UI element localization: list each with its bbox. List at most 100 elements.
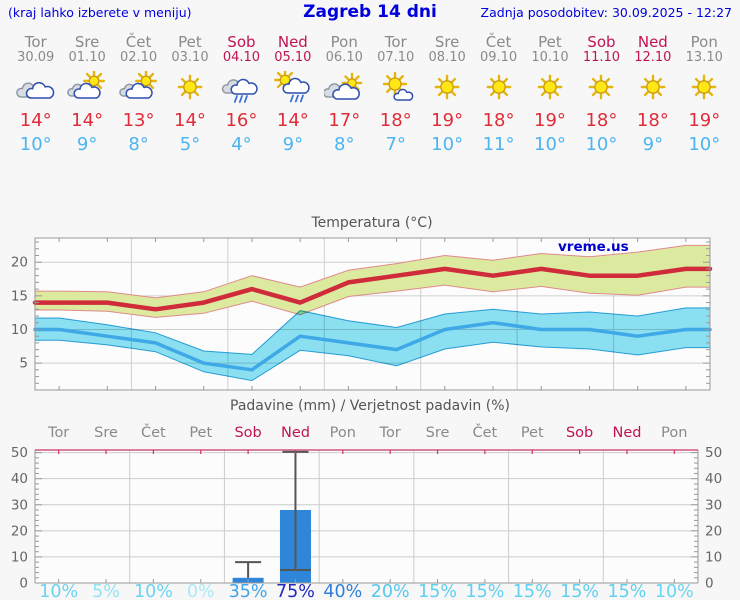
day-column-sre-08-10[interactable]: Sre 08.10 19° 10° xyxy=(421,31,472,169)
day-column-pon-13-10[interactable]: Pon 13.10 19° 10° xyxy=(679,31,730,169)
day-date: 03.10 xyxy=(171,50,209,66)
precip-day-label: Ned xyxy=(612,425,641,441)
day-column-ned-12-10[interactable]: Ned 12.10 18° 9° xyxy=(627,31,678,169)
day-date: 11.10 xyxy=(582,50,621,66)
day-column-sob-11-10[interactable]: Sob 11.10 18° 10° xyxy=(576,31,627,169)
precip-probability: 15% xyxy=(560,582,599,600)
day-name: Pet xyxy=(178,33,202,51)
min-temperature: 10° xyxy=(585,134,618,156)
max-temperature: 19° xyxy=(534,109,566,131)
weather-icon-partly-sunny xyxy=(118,70,157,99)
weather-icon-mostly-cloudy xyxy=(324,72,363,100)
day-column-sre-01-10[interactable]: Sre 01.10 14° 9° xyxy=(61,31,112,169)
precip-y-tick-label-right: 30 xyxy=(705,497,722,513)
day-date: 05.10 xyxy=(274,50,312,66)
precip-probability: 0% xyxy=(187,582,215,600)
precip-probability: 10% xyxy=(39,582,78,600)
page-title: Zagreb 14 dni xyxy=(303,2,437,22)
weather-icon-sunny xyxy=(486,74,511,99)
weather-icon-partly-sunny xyxy=(67,70,106,99)
precip-day-label: Pet xyxy=(521,425,544,441)
precip-day-label: Tor xyxy=(379,425,401,441)
precip-probability: 15% xyxy=(465,582,504,600)
min-temperature: 10° xyxy=(534,134,566,156)
min-temperature: 4° xyxy=(231,134,252,156)
max-temperature: 18° xyxy=(482,109,515,131)
precip-y-tick-label-left: 10 xyxy=(11,549,28,565)
max-temperature: 18° xyxy=(585,109,618,131)
weather-icon-sunny xyxy=(589,74,614,99)
precip-day-label: Čet xyxy=(473,423,498,441)
min-temperature: 5° xyxy=(179,134,201,156)
day-column-pet-10-10[interactable]: Pet 10.10 19° 10° xyxy=(524,31,575,169)
min-temperature: 11° xyxy=(482,134,515,156)
day-date: 07.10 xyxy=(377,50,415,66)
min-temperature: 8° xyxy=(334,134,355,156)
min-temperature: 9° xyxy=(282,134,304,156)
band-max-range xyxy=(35,245,710,318)
temperature-plot: 5 10 15 20 xyxy=(11,237,713,391)
day-column-sob-04-10[interactable]: Sob 04.10 16° 4° xyxy=(216,31,267,169)
precip-day-label: Ned xyxy=(281,425,310,441)
day-name: Ned xyxy=(277,33,308,51)
precip-day-label: Čet xyxy=(141,423,166,441)
day-column-pet-03-10[interactable]: Pet 03.10 14° 5° xyxy=(164,31,215,169)
min-temperature: 9° xyxy=(642,134,664,156)
precip-y-tick-label-right: 0 xyxy=(705,576,714,592)
precip-day-label: Sre xyxy=(94,425,118,441)
temp-y-tick-label: 15 xyxy=(11,288,28,304)
min-temperature: 10° xyxy=(431,134,464,156)
precip-probability: 15% xyxy=(608,582,647,600)
precipitation-plot: Tor Sre Čet Pet Sob Ned Pon Tor Sre Čet Pet Sob Ned P… xyxy=(11,423,722,600)
day-name: Sob xyxy=(587,33,616,51)
precip-day-label: Sob xyxy=(566,425,593,441)
day-date: 30.09 xyxy=(17,50,55,66)
min-temperature: 10° xyxy=(19,134,52,156)
day-column-čet-09-10[interactable]: Čet 09.10 18° 11° xyxy=(473,31,524,169)
max-temperature: 14° xyxy=(19,109,52,131)
precip-day-label: Sre xyxy=(426,425,450,441)
day-name: Sre xyxy=(434,33,460,51)
day-name: Pon xyxy=(330,33,358,51)
weather-icon-sunny xyxy=(691,74,717,99)
day-name: Čet xyxy=(125,33,152,51)
day-name: Sob xyxy=(227,33,256,51)
day-column-tor-07-10[interactable]: Tor 07.10 18° 7° xyxy=(370,31,421,169)
precip-probability: 10% xyxy=(655,582,694,600)
min-temperature: 10° xyxy=(688,134,721,156)
day-column-čet-02-10[interactable]: Čet 02.10 13° 8° xyxy=(113,31,164,169)
precip-probability: 15% xyxy=(418,582,457,600)
weather-icon-sun-rain xyxy=(273,70,310,102)
watermark[interactable]: vreme.us xyxy=(558,239,629,255)
max-temperature: 18° xyxy=(636,109,669,131)
day-name: Ned xyxy=(637,33,668,51)
precip-y-tick-label-left: 30 xyxy=(11,497,28,513)
precip-y-tick-label-right: 20 xyxy=(705,523,722,539)
day-name: Tor xyxy=(24,33,47,51)
precip-probability: 20% xyxy=(371,582,410,600)
menu-hint[interactable]: (kraj lahko izberete v meniju) xyxy=(8,5,192,20)
day-column-ned-05-10[interactable]: Ned 05.10 14° 9° xyxy=(267,31,318,169)
weather-icon-sunny xyxy=(537,74,563,99)
max-temperature: 14° xyxy=(174,109,206,131)
max-temperature: 17° xyxy=(328,109,361,131)
precip-probability: 35% xyxy=(229,582,268,600)
day-name: Sre xyxy=(74,33,100,51)
precip-y-tick-label-right: 10 xyxy=(705,549,722,565)
weather-icon-sunny xyxy=(640,74,666,99)
max-temperature: 19° xyxy=(688,109,721,131)
day-date: 06.10 xyxy=(325,50,363,66)
day-date: 09.10 xyxy=(479,50,518,66)
precip-probability: 40% xyxy=(323,582,362,600)
max-temperature: 14° xyxy=(276,109,309,131)
precip-y-tick-label-left: 40 xyxy=(11,471,28,487)
temperature-chart-title: Temperatura (°C) xyxy=(310,215,432,231)
precip-day-label: Pon xyxy=(330,425,356,441)
precip-day-label: Pet xyxy=(189,425,212,441)
day-column-tor-30-09[interactable]: Tor 30.09 14° 10° xyxy=(10,31,61,169)
day-column-pon-06-10[interactable]: Pon 06.10 17° 8° xyxy=(319,31,370,169)
precip-probability: 75% xyxy=(276,582,315,600)
forecast-strip: Tor 30.09 14° 10° Sre 01.10 14° 9° Čet 02.10 13° 8°… xyxy=(10,31,730,169)
day-date: 02.10 xyxy=(119,50,158,66)
